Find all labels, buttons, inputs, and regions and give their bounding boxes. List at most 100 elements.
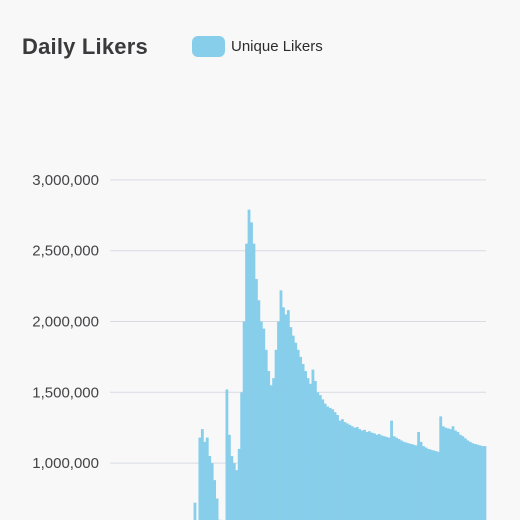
data-bar-unique-likers[interactable] bbox=[230, 456, 234, 520]
data-bar-unique-likers[interactable] bbox=[316, 392, 320, 520]
data-bar-unique-likers[interactable] bbox=[412, 444, 416, 520]
data-bar-unique-likers[interactable] bbox=[323, 403, 327, 520]
data-bar-unique-likers[interactable] bbox=[446, 428, 450, 520]
data-bar-unique-likers[interactable] bbox=[483, 446, 487, 520]
data-bar-unique-likers[interactable] bbox=[481, 446, 484, 520]
data-bar-unique-likers[interactable] bbox=[200, 429, 204, 520]
data-bar-unique-likers[interactable] bbox=[473, 443, 477, 520]
data-bar-unique-likers[interactable] bbox=[395, 437, 398, 520]
data-bar-unique-likers[interactable] bbox=[429, 449, 433, 520]
data-bar-unique-likers[interactable] bbox=[441, 426, 445, 520]
data-bar-unique-likers[interactable] bbox=[365, 431, 369, 520]
data-bar-unique-likers[interactable] bbox=[277, 321, 280, 520]
data-bar-unique-likers[interactable] bbox=[299, 356, 303, 520]
data-bar-unique-likers[interactable] bbox=[205, 437, 209, 520]
data-bar-unique-likers[interactable] bbox=[252, 243, 256, 520]
data-bar-unique-likers[interactable] bbox=[454, 430, 457, 520]
data-bar-unique-likers[interactable] bbox=[309, 383, 312, 520]
data-bar-unique-likers[interactable] bbox=[245, 243, 248, 520]
data-bar-unique-likers[interactable] bbox=[478, 445, 482, 520]
data-bar-unique-likers[interactable] bbox=[397, 439, 401, 520]
data-bar-unique-likers[interactable] bbox=[471, 443, 475, 520]
data-bar-unique-likers[interactable] bbox=[318, 395, 322, 520]
data-bar-unique-likers[interactable] bbox=[336, 414, 339, 520]
data-bar-unique-likers[interactable] bbox=[259, 321, 263, 520]
data-bar-unique-likers[interactable] bbox=[264, 349, 268, 520]
data-bar-unique-likers[interactable] bbox=[235, 470, 239, 520]
data-bar-unique-likers[interactable] bbox=[272, 378, 276, 520]
data-bar-unique-likers[interactable] bbox=[363, 429, 366, 520]
data-bar-unique-likers[interactable] bbox=[227, 434, 231, 520]
data-bar-unique-likers[interactable] bbox=[321, 399, 325, 520]
data-bar-unique-likers[interactable] bbox=[215, 498, 219, 520]
data-bar-unique-likers[interactable] bbox=[269, 385, 273, 520]
data-bar-unique-likers[interactable] bbox=[404, 442, 408, 520]
data-bar-unique-likers[interactable] bbox=[193, 502, 197, 520]
data-bar-unique-likers[interactable] bbox=[368, 431, 371, 520]
data-bar-unique-likers[interactable] bbox=[372, 433, 376, 520]
data-bar-unique-likers[interactable] bbox=[463, 438, 467, 520]
data-bar-unique-likers[interactable] bbox=[203, 441, 207, 520]
data-bar-unique-likers[interactable] bbox=[284, 314, 288, 520]
data-bar-unique-likers[interactable] bbox=[225, 389, 229, 520]
data-bar-unique-likers[interactable] bbox=[355, 426, 359, 520]
data-bar-unique-likers[interactable] bbox=[419, 441, 423, 520]
data-bar-unique-likers[interactable] bbox=[424, 447, 428, 520]
data-bar-unique-likers[interactable] bbox=[427, 448, 430, 520]
data-bar-unique-likers[interactable] bbox=[240, 392, 244, 520]
data-bar-unique-likers[interactable] bbox=[390, 420, 393, 520]
data-bar-unique-likers[interactable] bbox=[304, 371, 307, 520]
data-bar-unique-likers[interactable] bbox=[247, 209, 251, 520]
data-bar-unique-likers[interactable] bbox=[382, 436, 386, 520]
data-bar-unique-likers[interactable] bbox=[402, 441, 406, 520]
data-bar-unique-likers[interactable] bbox=[466, 440, 470, 520]
data-bar-unique-likers[interactable] bbox=[294, 342, 298, 520]
data-bar-unique-likers[interactable] bbox=[210, 463, 214, 520]
data-bar-unique-likers[interactable] bbox=[422, 446, 425, 520]
data-bar-unique-likers[interactable] bbox=[456, 431, 460, 520]
data-bar-unique-likers[interactable] bbox=[257, 300, 261, 520]
data-bar-unique-likers[interactable] bbox=[431, 450, 435, 520]
data-bar-unique-likers[interactable] bbox=[434, 451, 438, 520]
data-bar-unique-likers[interactable] bbox=[301, 363, 305, 520]
data-bar-unique-likers[interactable] bbox=[328, 407, 332, 520]
data-bar-unique-likers[interactable] bbox=[345, 423, 349, 520]
data-bar-unique-likers[interactable] bbox=[476, 444, 479, 520]
data-bar-unique-likers[interactable] bbox=[279, 290, 283, 520]
data-bar-unique-likers[interactable] bbox=[213, 480, 217, 520]
data-bar-unique-likers[interactable] bbox=[286, 310, 290, 520]
data-bar-unique-likers[interactable] bbox=[360, 430, 364, 520]
data-bar-unique-likers[interactable] bbox=[348, 424, 352, 520]
data-bar-unique-likers[interactable] bbox=[274, 349, 278, 520]
data-bar-unique-likers[interactable] bbox=[306, 378, 310, 520]
data-bar-unique-likers[interactable] bbox=[289, 327, 293, 520]
data-bar-unique-likers[interactable] bbox=[377, 434, 381, 520]
data-bar-unique-likers[interactable] bbox=[407, 443, 411, 520]
data-bar-unique-likers[interactable] bbox=[291, 335, 295, 520]
data-bar-unique-likers[interactable] bbox=[358, 429, 362, 520]
data-bar-unique-likers[interactable] bbox=[338, 420, 342, 520]
data-bar-unique-likers[interactable] bbox=[250, 222, 253, 520]
data-bar-unique-likers[interactable] bbox=[451, 426, 455, 520]
data-bar-unique-likers[interactable] bbox=[449, 429, 452, 520]
data-bar-unique-likers[interactable] bbox=[282, 307, 285, 520]
data-bar-unique-likers[interactable] bbox=[254, 279, 258, 520]
data-bar-unique-likers[interactable] bbox=[331, 409, 334, 520]
data-bar-unique-likers[interactable] bbox=[409, 443, 413, 520]
data-bar-unique-likers[interactable] bbox=[237, 448, 241, 520]
data-bar-unique-likers[interactable] bbox=[444, 427, 448, 520]
data-bar-unique-likers[interactable] bbox=[326, 406, 330, 520]
data-bar-unique-likers[interactable] bbox=[311, 369, 315, 520]
data-bar-unique-likers[interactable] bbox=[417, 431, 420, 520]
data-bar-unique-likers[interactable] bbox=[414, 445, 418, 520]
data-bar-unique-likers[interactable] bbox=[296, 349, 300, 520]
data-bar-unique-likers[interactable] bbox=[385, 436, 389, 520]
data-bar-unique-likers[interactable] bbox=[313, 380, 317, 520]
data-bar-unique-likers[interactable] bbox=[439, 416, 443, 520]
data-bar-unique-likers[interactable] bbox=[262, 328, 266, 520]
data-bar-unique-likers[interactable] bbox=[350, 426, 354, 520]
data-bar-unique-likers[interactable] bbox=[232, 463, 236, 520]
data-bar-unique-likers[interactable] bbox=[468, 441, 472, 520]
data-bar-unique-likers[interactable] bbox=[436, 451, 440, 520]
data-bar-unique-likers[interactable] bbox=[267, 371, 271, 520]
